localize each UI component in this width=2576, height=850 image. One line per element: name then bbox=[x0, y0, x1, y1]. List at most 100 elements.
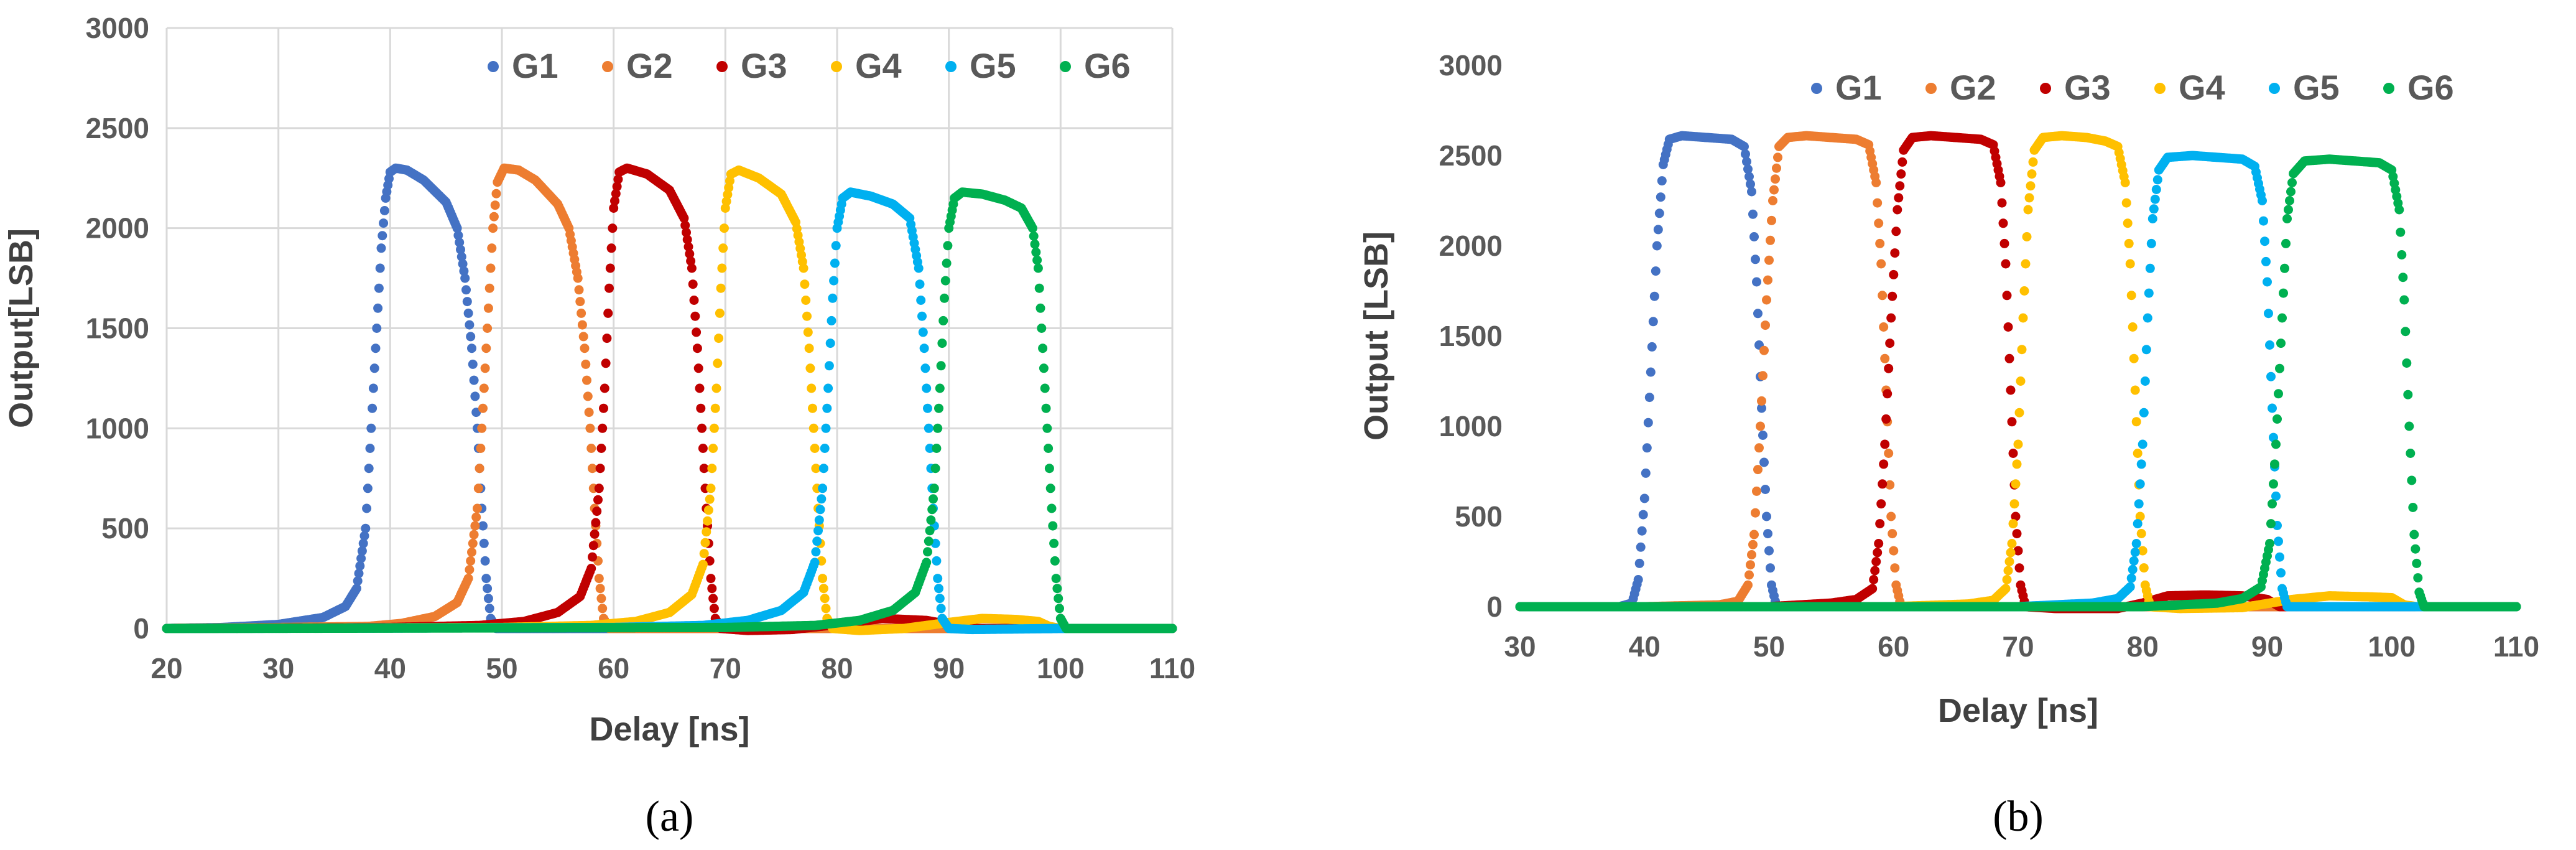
data-point bbox=[714, 334, 724, 343]
data-point bbox=[813, 526, 823, 536]
data-point bbox=[818, 574, 828, 584]
data-point bbox=[828, 293, 838, 303]
chart-panel-a: 0 500 1000 1500 2000 2500 3000 20 30 40 50 60 70 80 9… bbox=[2, 12, 1195, 841]
data-point bbox=[586, 564, 596, 573]
y-tick-label: 2500 bbox=[86, 112, 149, 144]
x-tick-label: 100 bbox=[1037, 652, 1085, 684]
data-point bbox=[703, 516, 713, 526]
data-point bbox=[801, 296, 811, 305]
data-point bbox=[465, 565, 475, 574]
data-point bbox=[820, 594, 830, 604]
data-point bbox=[479, 538, 489, 548]
data-point bbox=[467, 547, 476, 557]
data-point bbox=[600, 383, 609, 393]
series-g5 bbox=[162, 187, 1177, 635]
data-point bbox=[934, 584, 943, 594]
data-point bbox=[462, 297, 472, 307]
data-point bbox=[471, 408, 481, 418]
data-point bbox=[804, 343, 814, 353]
data-point bbox=[916, 296, 926, 305]
data-point bbox=[598, 604, 608, 614]
data-point bbox=[699, 549, 709, 559]
data-point bbox=[481, 343, 491, 353]
data-point bbox=[720, 223, 729, 233]
data-point bbox=[477, 423, 487, 433]
data-point bbox=[476, 444, 486, 453]
data-point bbox=[369, 363, 379, 373]
data-point bbox=[376, 243, 386, 253]
data-point bbox=[486, 263, 496, 273]
data-point bbox=[914, 263, 924, 273]
data-point bbox=[703, 505, 713, 515]
data-point bbox=[470, 521, 480, 531]
series-g2 bbox=[162, 163, 1177, 633]
data-point bbox=[718, 243, 728, 253]
data-point bbox=[577, 308, 586, 318]
data-point bbox=[353, 576, 363, 586]
data-point bbox=[817, 494, 827, 504]
data-point bbox=[716, 283, 726, 293]
data-point bbox=[690, 311, 700, 321]
data-point bbox=[465, 320, 475, 330]
data-point bbox=[925, 444, 935, 453]
data-point bbox=[364, 464, 374, 474]
data-point bbox=[812, 536, 822, 546]
data-point bbox=[919, 343, 929, 353]
data-point bbox=[584, 408, 594, 418]
data-point bbox=[692, 343, 702, 353]
data-point bbox=[829, 276, 839, 286]
data-point bbox=[573, 273, 583, 283]
data-point bbox=[475, 464, 484, 474]
x-tick-label: 20 bbox=[151, 652, 182, 684]
series-g6 bbox=[162, 187, 1177, 633]
data-point bbox=[725, 176, 734, 186]
data-point bbox=[379, 206, 389, 215]
data-point bbox=[456, 245, 465, 255]
data-point bbox=[815, 505, 825, 515]
data-point bbox=[473, 503, 482, 513]
data-point bbox=[830, 258, 840, 268]
data-point bbox=[599, 403, 608, 413]
data-point bbox=[489, 212, 499, 222]
data-point bbox=[603, 308, 613, 318]
data-point bbox=[709, 423, 719, 433]
data-point bbox=[932, 556, 942, 566]
data-point bbox=[598, 423, 608, 433]
data-point bbox=[372, 324, 382, 333]
data-point bbox=[706, 483, 716, 493]
data-point bbox=[810, 558, 820, 567]
data-point bbox=[811, 547, 821, 557]
data-point bbox=[687, 263, 697, 273]
y-tick-label: 1500 bbox=[86, 312, 149, 345]
data-point bbox=[827, 315, 836, 325]
data-point bbox=[601, 358, 611, 368]
data-point bbox=[355, 561, 365, 571]
data-point bbox=[692, 327, 702, 337]
data-point bbox=[356, 553, 366, 563]
data-point bbox=[374, 283, 384, 293]
data-point bbox=[707, 464, 717, 474]
data-point bbox=[478, 403, 488, 413]
data-point bbox=[453, 230, 463, 240]
data-point bbox=[595, 464, 605, 474]
data-point bbox=[689, 296, 699, 305]
data-point bbox=[468, 538, 478, 548]
data-point bbox=[605, 283, 614, 293]
data-point bbox=[577, 320, 587, 330]
data-point bbox=[354, 569, 364, 578]
data-point bbox=[469, 530, 479, 539]
data-point bbox=[917, 311, 927, 321]
x-tick-label: 30 bbox=[262, 652, 294, 684]
series-g3 bbox=[162, 163, 1177, 635]
data-point bbox=[713, 358, 723, 368]
data-point bbox=[586, 444, 596, 453]
data-point bbox=[358, 538, 368, 548]
data-point bbox=[463, 574, 473, 584]
data-point bbox=[612, 182, 622, 192]
data-point bbox=[936, 604, 946, 614]
data-point bbox=[366, 423, 376, 433]
data-point bbox=[481, 574, 491, 584]
data-point bbox=[592, 507, 602, 516]
data-point bbox=[611, 189, 621, 198]
